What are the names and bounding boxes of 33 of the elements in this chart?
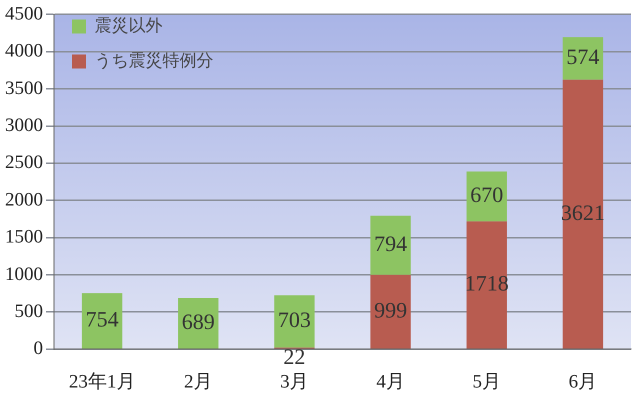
data-label: 22 <box>283 344 306 370</box>
y-tick-label: 3500 <box>5 78 43 99</box>
y-tick-label: 1000 <box>5 264 43 285</box>
data-label: 754 <box>86 306 119 332</box>
y-tick-label: 1500 <box>5 226 43 248</box>
data-label: 703 <box>278 307 311 332</box>
y-tick-label: 4500 <box>5 3 43 24</box>
x-tick-label: 5月 <box>472 372 501 393</box>
data-label: 574 <box>566 44 600 70</box>
y-tick-label: 500 <box>14 300 43 322</box>
bar <box>466 172 507 222</box>
bar <box>562 80 604 348</box>
x-tick-label: 23年1月 <box>68 372 136 393</box>
bar <box>562 37 604 80</box>
data-label: 689 <box>182 308 215 334</box>
y-tick-label: 2000 <box>5 189 43 210</box>
data-label: 999 <box>374 297 408 322</box>
data-label: 670 <box>470 182 504 208</box>
bar <box>274 295 315 348</box>
y-tick-label: 3000 <box>5 114 43 136</box>
legend-label: うち震災特例分 <box>94 50 214 70</box>
y-tick-label: 2500 <box>5 152 43 174</box>
x-tick-label: 4月 <box>376 372 405 393</box>
y-tick-label: 4000 <box>5 40 43 62</box>
x-tick-label: 3月 <box>280 372 309 393</box>
legend-label: 震災以外 <box>94 16 162 35</box>
x-tick-label: 2月 <box>184 372 212 393</box>
bar <box>370 216 411 275</box>
bar <box>370 274 411 348</box>
x-tick-label: 6月 <box>568 372 598 393</box>
bar <box>82 293 122 348</box>
data-label: 794 <box>374 231 408 256</box>
y-tick-label: 0 <box>34 338 43 360</box>
